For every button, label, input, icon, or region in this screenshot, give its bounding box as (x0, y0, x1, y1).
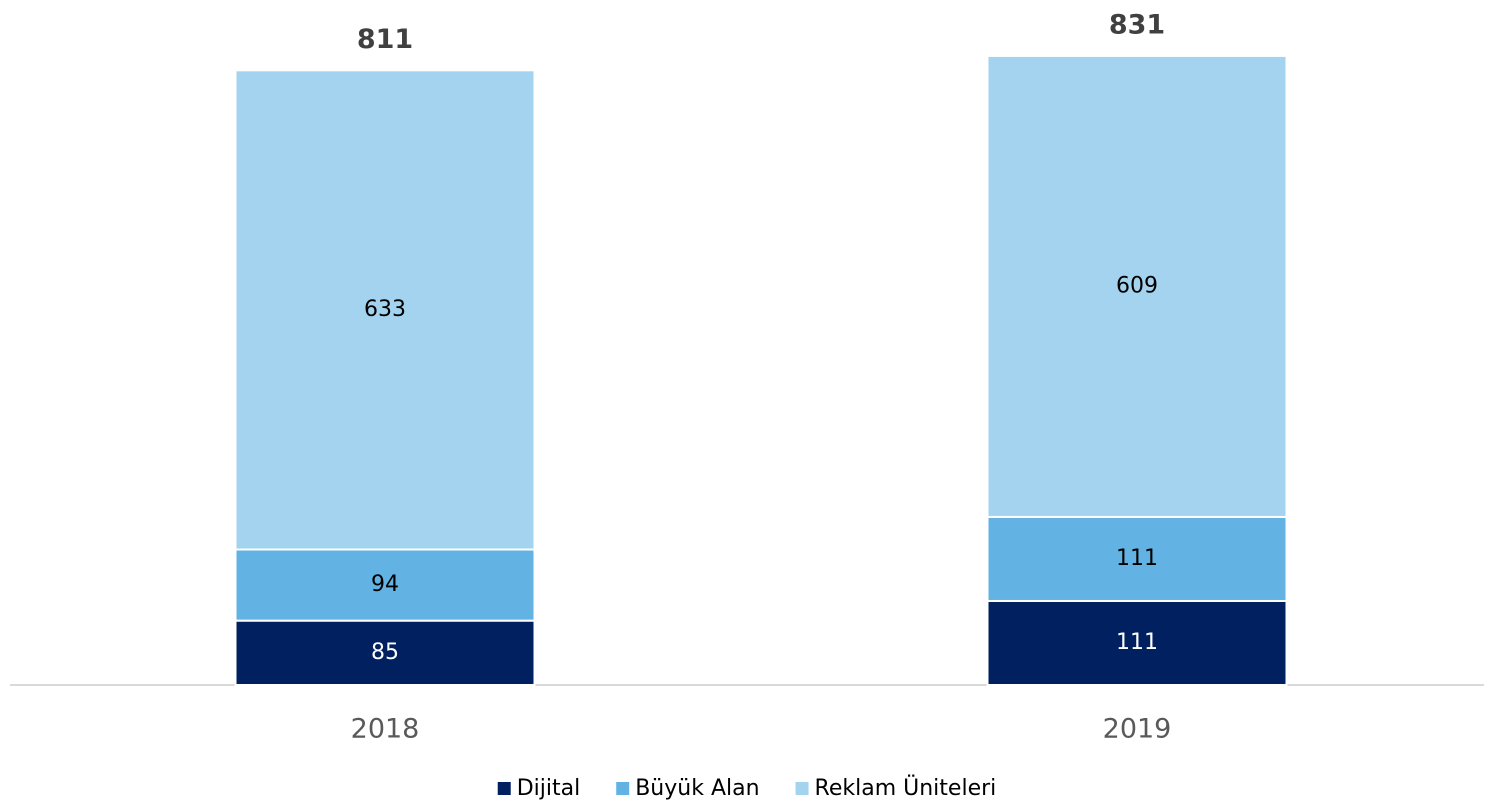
bar-segment (986, 515, 1288, 602)
data-label: 94 (371, 572, 399, 597)
legend-swatch (497, 782, 511, 795)
bar-segment (986, 599, 1288, 687)
legend-label: Reklam Üniteleri (815, 775, 997, 801)
total-label: 811 (357, 24, 413, 55)
x-tick-label: 2018 (351, 714, 420, 745)
data-label: 111 (1116, 546, 1158, 571)
data-label: 633 (364, 297, 406, 322)
data-label: 609 (1116, 273, 1158, 298)
bar-segment (234, 69, 536, 551)
legend-label: Büyük Alan (635, 776, 759, 801)
bar-segment (986, 54, 1288, 518)
legend-swatch (616, 782, 630, 795)
data-label: 111 (1116, 630, 1158, 655)
legend-swatch (795, 782, 809, 795)
total-label: 831 (1109, 9, 1165, 40)
bar-segment (234, 548, 536, 622)
legend-label: Dijital (517, 776, 581, 801)
data-label: 85 (371, 640, 399, 665)
bar-segment (234, 619, 536, 687)
x-tick-label: 2019 (1103, 714, 1172, 745)
